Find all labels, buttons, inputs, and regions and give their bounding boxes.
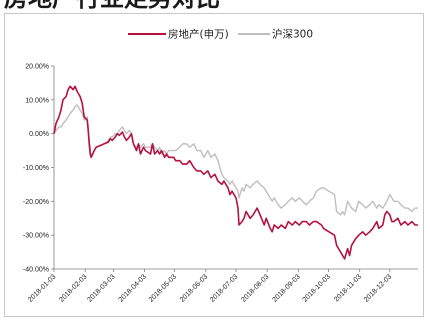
x-tick-label: 2018-08-03 bbox=[240, 273, 270, 303]
x-tick-label: 2018-05-03 bbox=[148, 273, 178, 303]
x-tick-label: 2018-12-03 bbox=[363, 273, 393, 303]
x-tick-label: 2018-01-03 bbox=[27, 273, 57, 303]
y-tick-label: -10.00% bbox=[23, 165, 49, 172]
y-tick-label: 10.00% bbox=[25, 97, 49, 104]
legend-label-0: 房地产(申万) bbox=[168, 28, 229, 41]
x-tick-label: 2018-10-03 bbox=[302, 273, 332, 303]
y-tick-label: -20.00% bbox=[23, 199, 49, 206]
page-title: 房地产行业走势对比 bbox=[4, 0, 220, 12]
legend-label-1: 沪深300 bbox=[272, 28, 313, 41]
series-line-0 bbox=[53, 85, 418, 260]
x-tick-label: 2018-11-03 bbox=[333, 273, 363, 303]
x-tick-label: 2018-02-03 bbox=[58, 273, 88, 303]
y-tick-label: 20.00% bbox=[25, 64, 49, 71]
x-tick-label: 2018-03-03 bbox=[86, 273, 116, 303]
x-tick-label: 2018-04-03 bbox=[118, 273, 148, 303]
title-band: 房地产行业走势对比 bbox=[0, 0, 430, 13]
legend: 房地产(申万) 沪深300 bbox=[128, 28, 313, 41]
chart-frame bbox=[4, 13, 424, 317]
x-tick-label: 2018-06-03 bbox=[179, 273, 209, 303]
y-tick-label: -30.00% bbox=[23, 233, 49, 240]
y-axis: -40.00% -30.00% -20.00% -10.00% 0.00% 10.00% 2… bbox=[23, 64, 55, 274]
series-layer bbox=[53, 85, 418, 260]
y-tick-label: 0.00% bbox=[29, 131, 49, 138]
x-tick-label: 2018-07-03 bbox=[209, 273, 239, 303]
y-tick-label: -40.00% bbox=[23, 267, 49, 274]
x-tick-label: 2018-09-03 bbox=[271, 273, 301, 303]
